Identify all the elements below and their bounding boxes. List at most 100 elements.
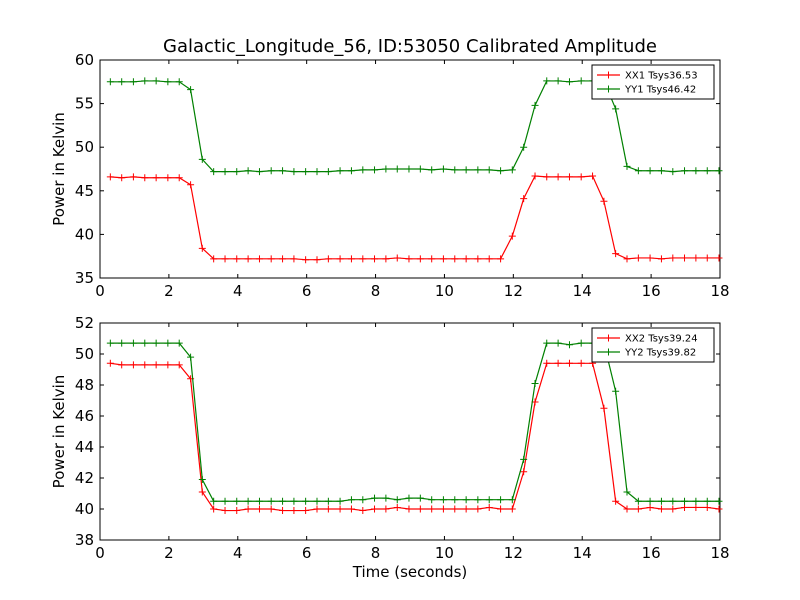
data-point — [681, 167, 689, 175]
data-point — [324, 505, 332, 513]
data-point — [623, 488, 631, 496]
legend-box — [591, 327, 715, 363]
y-tick-label: 52 — [75, 314, 94, 332]
data-point — [462, 255, 470, 263]
data-point — [577, 339, 585, 347]
data-point — [221, 255, 229, 263]
data-point — [657, 167, 665, 175]
data-point — [302, 497, 310, 505]
data-point — [565, 78, 573, 86]
x-tick-label: 8 — [371, 282, 381, 300]
x-tick-label: 6 — [302, 544, 312, 562]
data-point — [554, 173, 562, 181]
data-point — [646, 503, 654, 511]
data-point — [187, 181, 195, 189]
data-point — [129, 78, 137, 86]
data-point — [382, 255, 390, 263]
y-tick-label: 50 — [75, 138, 94, 156]
data-point — [221, 507, 229, 515]
data-point — [589, 172, 597, 180]
data-point — [336, 255, 344, 263]
series-line — [110, 80, 719, 173]
data-point — [428, 505, 436, 513]
data-point — [290, 255, 298, 263]
data-point — [244, 505, 252, 513]
data-point — [554, 359, 562, 367]
data-point — [198, 476, 206, 484]
data-point — [118, 339, 126, 347]
x-tick-label: 12 — [504, 544, 523, 562]
x-tick-label: 18 — [710, 282, 729, 300]
data-point — [267, 167, 275, 175]
data-point — [233, 168, 241, 176]
data-point — [371, 505, 379, 513]
data-point — [508, 166, 516, 174]
x-tick-label: 14 — [573, 544, 592, 562]
data-point — [129, 173, 137, 181]
data-point — [543, 77, 551, 85]
y-tick-label: 42 — [75, 469, 94, 487]
data-point — [347, 255, 355, 263]
data-point — [324, 497, 332, 505]
data-point — [692, 254, 700, 262]
y-axis-label: Power in Kelvin — [50, 375, 68, 489]
data-point — [681, 503, 689, 511]
data-point — [634, 497, 642, 505]
data-point — [164, 339, 172, 347]
data-point — [313, 168, 321, 176]
y-tick-label: 44 — [75, 438, 94, 456]
data-point — [210, 505, 218, 513]
data-point — [703, 254, 711, 262]
data-point — [141, 339, 149, 347]
data-point — [439, 165, 447, 173]
data-point — [439, 505, 447, 513]
data-point — [279, 167, 287, 175]
data-point — [290, 168, 298, 176]
data-point — [267, 255, 275, 263]
y-tick-label: 45 — [75, 182, 94, 200]
data-point — [531, 172, 539, 180]
data-point — [302, 256, 310, 264]
x-tick-label: 0 — [95, 544, 105, 562]
data-point — [393, 165, 401, 173]
data-point — [393, 503, 401, 511]
data-point — [129, 339, 137, 347]
data-point — [715, 167, 723, 175]
data-point — [405, 255, 413, 263]
data-point — [508, 496, 516, 504]
x-tick-label: 2 — [164, 544, 174, 562]
data-point — [715, 505, 723, 513]
data-point — [405, 505, 413, 513]
data-point — [371, 494, 379, 502]
data-point — [359, 255, 367, 263]
data-point — [416, 165, 424, 173]
data-point — [543, 173, 551, 181]
data-point — [531, 101, 539, 109]
data-point — [106, 78, 114, 86]
data-point — [152, 77, 160, 85]
data-point — [129, 361, 137, 369]
data-point — [681, 254, 689, 262]
data-point — [347, 505, 355, 513]
data-point — [359, 496, 367, 504]
data-point — [313, 256, 321, 264]
x-tick-label: 0 — [95, 282, 105, 300]
legend-marker — [605, 71, 612, 79]
data-point — [152, 339, 160, 347]
data-point — [244, 167, 252, 175]
legend-marker — [605, 334, 612, 342]
data-point — [520, 468, 528, 476]
data-point — [313, 497, 321, 505]
legend-label: XX1 Tsys36.53 — [625, 71, 698, 82]
data-point — [267, 497, 275, 505]
data-point — [255, 255, 263, 263]
data-point — [554, 77, 562, 85]
data-point — [520, 143, 528, 151]
y-tick-label: 46 — [75, 407, 94, 425]
data-point — [612, 105, 620, 113]
data-point — [198, 488, 206, 496]
data-point — [439, 496, 447, 504]
data-point — [255, 168, 263, 176]
data-point — [612, 387, 620, 395]
